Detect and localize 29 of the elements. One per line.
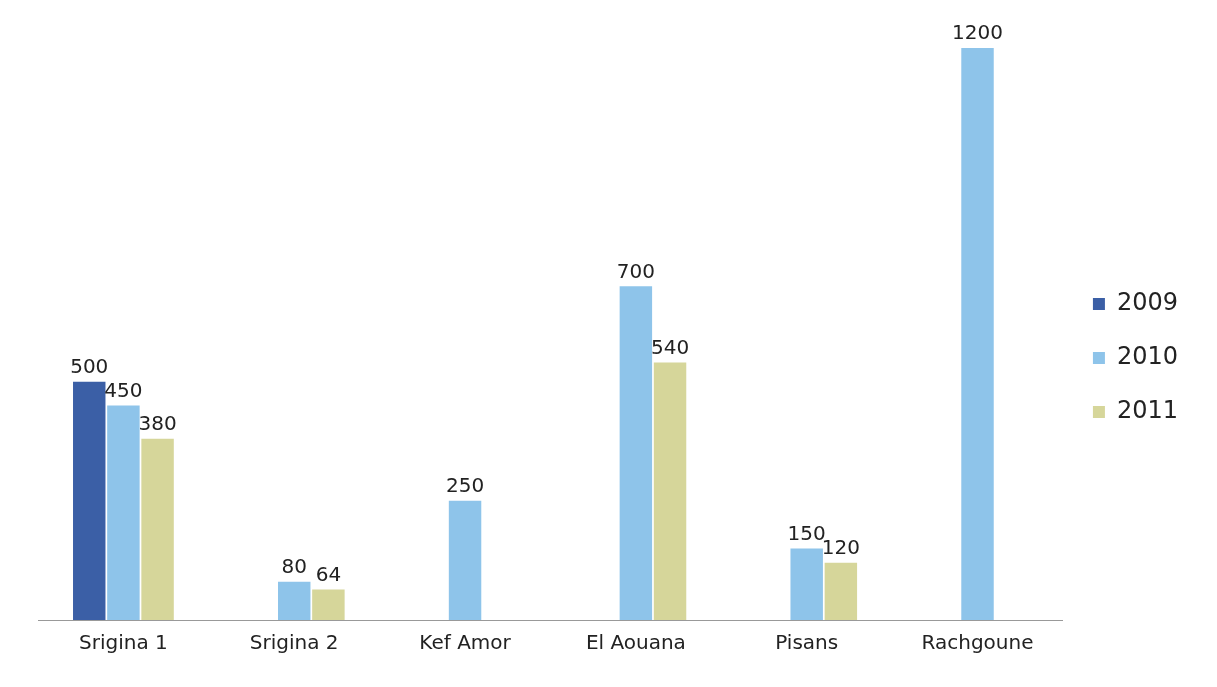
data-label: 250 [445, 473, 485, 498]
data-label: 500 [70, 353, 109, 378]
x-tick-label: Kef Amor [419, 630, 512, 655]
bar [312, 589, 345, 620]
x-tick-label: Srigina 1 [79, 630, 168, 655]
bar [790, 548, 823, 620]
x-tick-label: Pisans [775, 630, 839, 655]
data-label: 540 [650, 334, 690, 359]
data-label: 1200 [952, 20, 1003, 45]
data-label: 450 [104, 377, 143, 402]
bar [448, 500, 482, 620]
bar [824, 562, 858, 620]
bar [107, 405, 140, 620]
bar [278, 581, 311, 620]
legend-label: 2009 [1116, 288, 1178, 317]
legend-label: 2010 [1116, 342, 1178, 371]
bar [141, 438, 174, 620]
bar [73, 381, 106, 620]
x-tick-label: Srigina 2 [249, 630, 339, 655]
data-label: 64 [315, 561, 342, 586]
legend-label: 2011 [1116, 396, 1178, 425]
x-tick-label: Rachgoune [921, 630, 1034, 655]
bar [961, 48, 994, 620]
x-tick-label: El Aouana [585, 630, 686, 655]
data-label: 700 [616, 258, 655, 283]
bar [653, 362, 687, 620]
data-label: 380 [138, 411, 177, 436]
data-label: 80 [281, 554, 307, 579]
bar [619, 286, 653, 620]
